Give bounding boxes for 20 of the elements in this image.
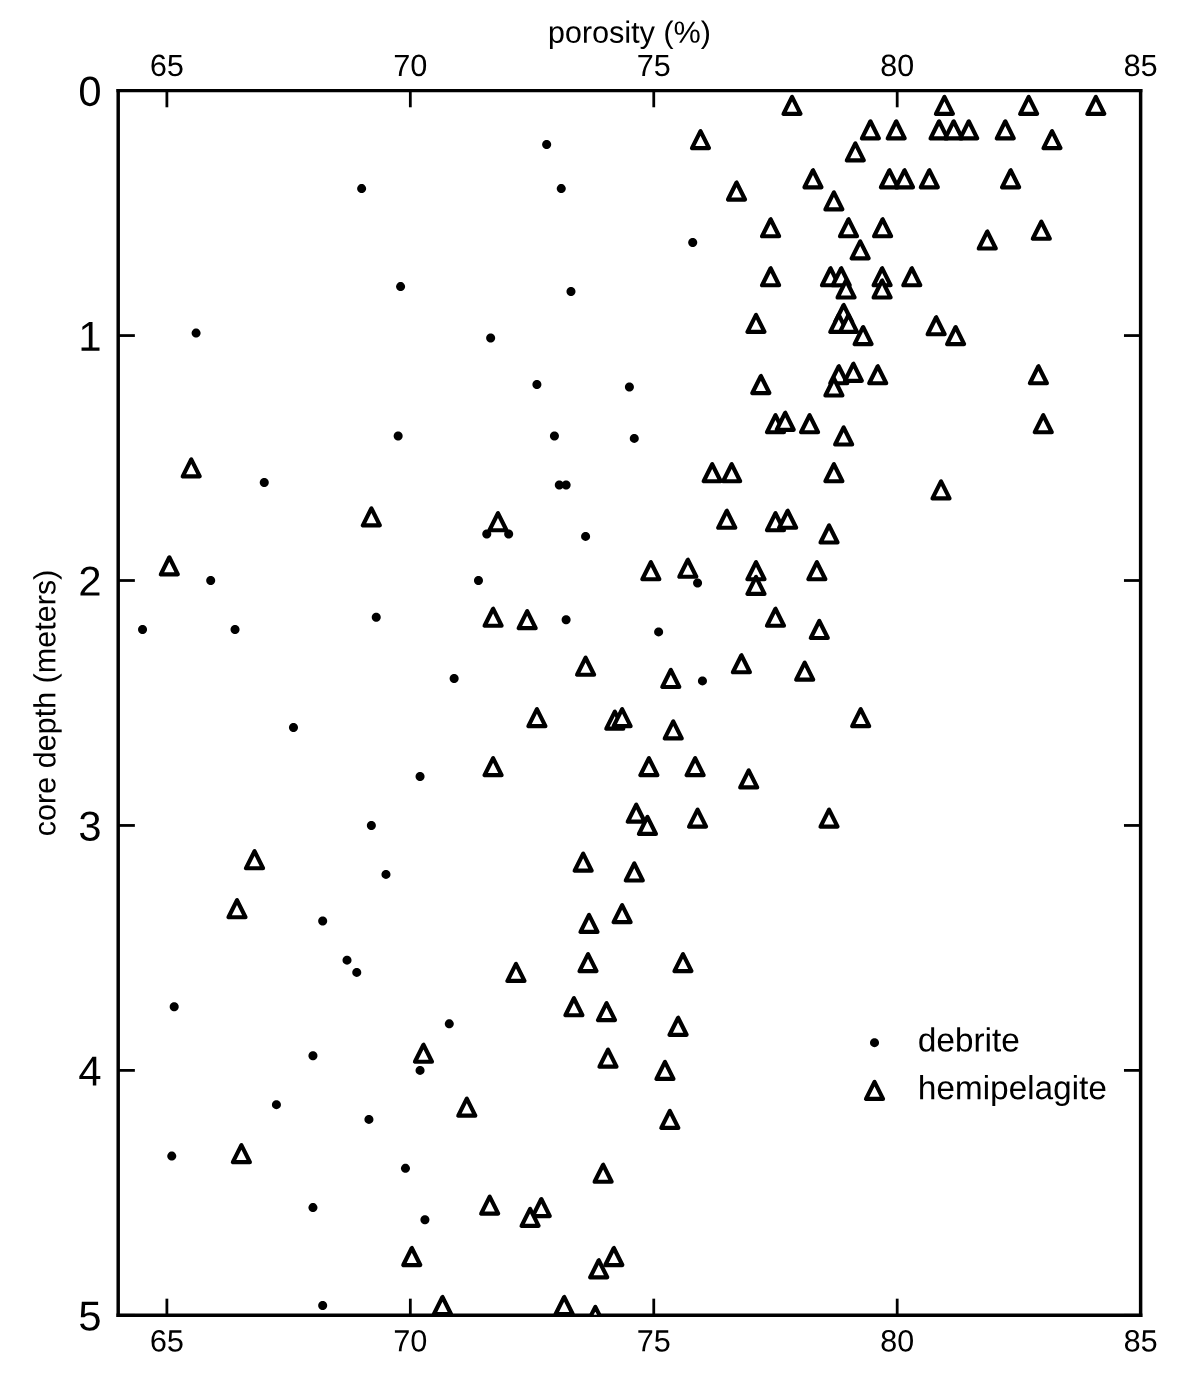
y-axis-title: core depth (meters) — [33, 571, 62, 835]
x2-tick-label: 65 — [151, 54, 183, 77]
y-tick-label: 2 — [80, 566, 100, 596]
x-tick-label: 70 — [394, 1330, 427, 1352]
x2-tick-label: 75 — [638, 54, 670, 77]
x-tick-label: 80 — [881, 1330, 913, 1352]
x2-tick-label: 85 — [1124, 54, 1157, 77]
y-tick-label: 5 — [80, 1301, 100, 1331]
y-tick-label: 0 — [79, 76, 100, 107]
legend-label: hemipelagite — [920, 1074, 1106, 1107]
y-tick-label: 3 — [79, 811, 100, 841]
x2-axis-title: porosity (%) — [549, 20, 710, 50]
y-tick-label: 1 — [81, 321, 100, 351]
x-tick-label: 65 — [151, 1330, 183, 1352]
legend-label: debrite — [919, 1027, 1019, 1052]
x-tick-label: 75 — [638, 1330, 670, 1352]
x2-tick-label: 80 — [881, 54, 913, 77]
y-tick-label: 4 — [79, 1056, 101, 1086]
x-tick-label: 85 — [1124, 1330, 1157, 1352]
x2-tick-label: 70 — [394, 54, 427, 77]
